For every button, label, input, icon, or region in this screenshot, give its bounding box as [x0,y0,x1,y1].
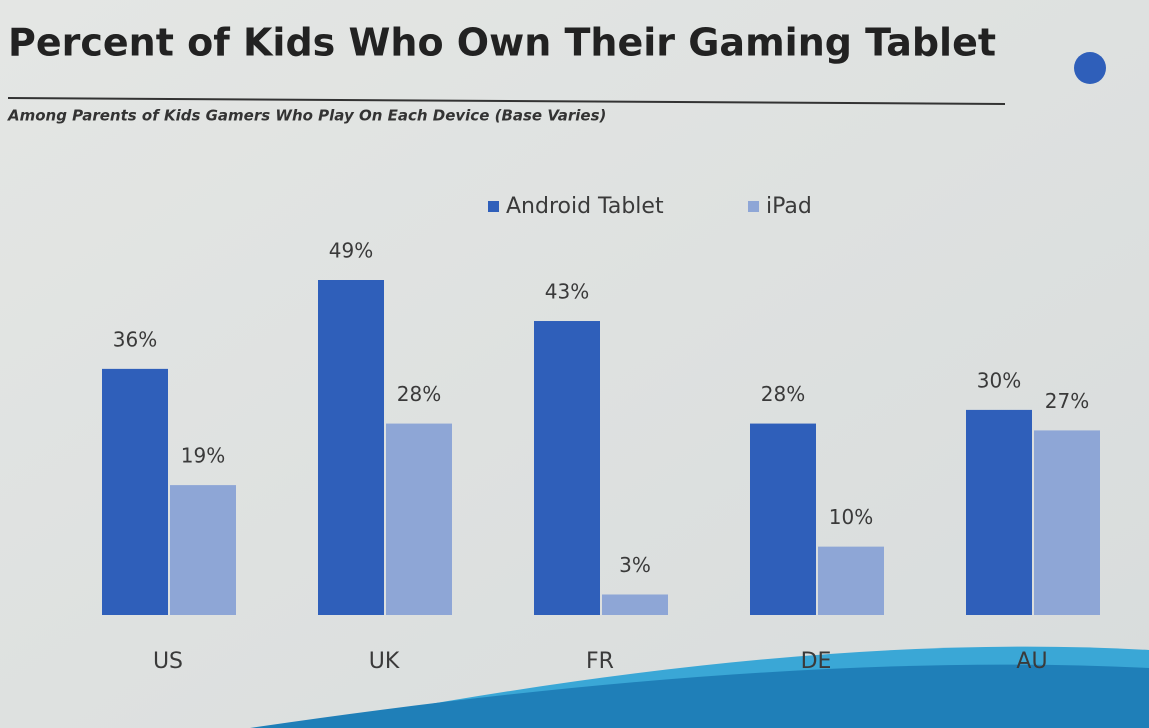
bar [1034,430,1100,615]
plot: US 36% 19% UK 49% 28% FR 43% 3% DE 28% 10% AU 30% 27% [102,239,1100,674]
logo [1074,52,1106,84]
value-label: 27% [1045,389,1089,413]
value-label: 43% [545,280,589,304]
chart-title: Percent of Kids Who Own Their Gaming Tab… [8,21,996,65]
bar [818,546,884,615]
bar [534,321,600,615]
bar [602,594,668,615]
bar [318,280,384,615]
title-rule [7,97,1006,105]
value-label: 10% [829,505,873,529]
x-tick-label: DE [801,649,832,674]
value-label: 19% [181,444,225,468]
bar [102,368,168,615]
x-tick-label: FR [586,649,614,674]
bar [386,423,452,615]
value-label: 36% [113,327,157,351]
legend-swatch [488,201,499,212]
x-tick-label: AU [1016,649,1047,674]
value-label: 28% [397,382,441,406]
value-label: 3% [619,553,651,577]
legend-swatch [748,201,759,212]
chart-subtitle: Among Parents of Kids Gamers Who Play On… [7,107,606,125]
value-label: 28% [761,382,805,406]
bar [750,423,816,615]
legend: Android Tablet iPad [488,194,812,219]
bar [170,485,236,615]
bar [966,409,1032,615]
swoosh-dark [250,664,1149,728]
value-label: 30% [977,368,1021,392]
legend-label: iPad [766,194,812,219]
legend-label: Android Tablet [506,194,664,219]
value-label: 49% [329,239,373,263]
x-tick-label: UK [369,649,400,674]
x-tick-label: US [153,649,183,674]
